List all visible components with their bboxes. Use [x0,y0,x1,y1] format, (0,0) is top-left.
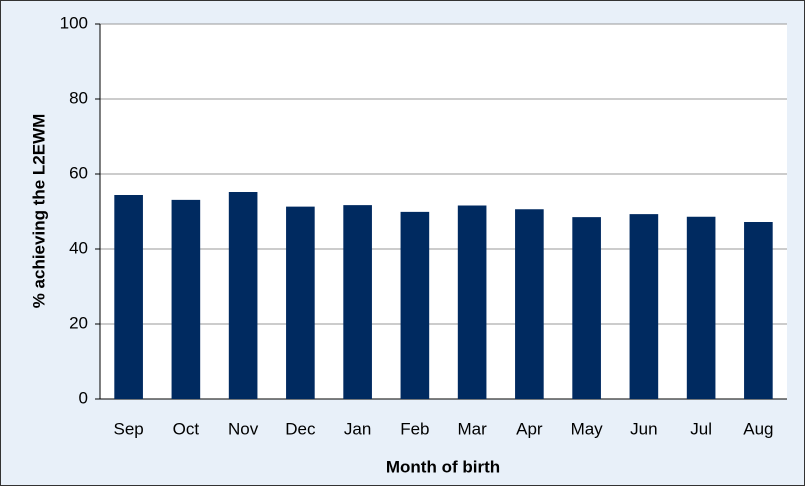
x-tick-label: Nov [228,419,259,438]
bar [228,192,258,399]
bar [629,214,659,399]
bar [343,205,372,399]
bar [572,217,601,399]
x-tick-label: Jan [344,419,371,438]
y-tick-label: 40 [69,238,88,257]
y-tick-label: 20 [69,313,88,332]
y-tick-label: 60 [69,163,88,182]
bar [171,199,201,399]
plot-area [100,24,787,399]
bar [744,222,773,399]
y-tick-label: 100 [60,13,88,32]
x-tick-label: Jun [630,419,657,438]
x-tick-label: Dec [285,419,316,438]
x-tick-label: May [571,419,604,438]
x-tick-label: Mar [457,419,487,438]
x-tick-label: Sep [114,419,144,438]
bar [400,211,430,399]
x-tick-label: Feb [400,419,429,438]
x-tick-label: Aug [743,419,773,438]
x-axis-title: Month of birth [386,457,500,476]
bar [286,206,315,399]
x-tick-label: Oct [173,419,200,438]
bar [686,216,716,399]
bar [114,195,143,399]
y-tick-label: 80 [69,88,88,107]
x-tick-label: Apr [516,419,543,438]
x-tick-label: Jul [690,419,712,438]
y-tick-label: 0 [79,388,88,407]
y-axis-title: % achieving the L2EWM [29,114,48,309]
bar [457,205,487,399]
bar [515,209,544,399]
